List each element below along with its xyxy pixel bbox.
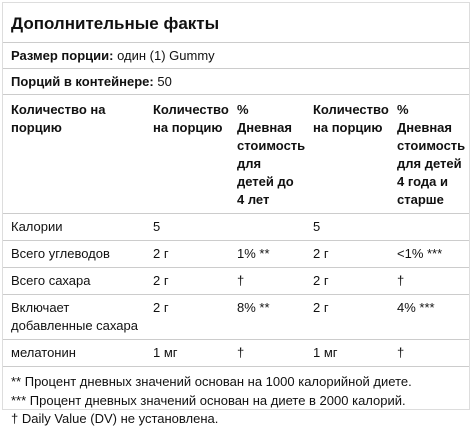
header-row: Количество на порцию Количество на порцию… xyxy=(3,95,469,214)
table-row: Всего сахара 2 г † 2 г † xyxy=(3,267,469,295)
table-row: Включает добавленные сахара 2 г 8% ** 2 г 4%… xyxy=(3,294,469,340)
table-cell: 1% ** xyxy=(229,240,305,268)
servings-per-container: Порций в контейнере: 50 xyxy=(3,69,469,95)
footnote: ** Процент дневных значений основан на 1… xyxy=(11,374,412,389)
table-cell: 1 мг xyxy=(145,339,229,367)
supplement-facts: Дополнительные факты Размер порции: один… xyxy=(2,2,470,426)
table-cell: 5 xyxy=(145,213,229,241)
label: Порций в контейнере: xyxy=(11,74,154,89)
table-cell: † xyxy=(229,267,305,295)
table-cell: 4% *** xyxy=(389,294,469,340)
facts-table: Количество на порцию Количество на порцию… xyxy=(3,95,469,367)
label: Размер порции: xyxy=(11,48,114,63)
table-cell: 2 г xyxy=(145,294,229,340)
table-cell xyxy=(229,213,305,241)
table-cell: мелатонин xyxy=(3,339,145,367)
footnotes: ** Процент дневных значений основан на 1… xyxy=(3,367,469,429)
table-cell: <1% *** xyxy=(389,240,469,268)
serving-size: Размер порции: один (1) Gummy xyxy=(3,43,469,69)
table-cell: Калории xyxy=(3,213,145,241)
footnote: *** Процент дневных значений основан на … xyxy=(11,392,406,408)
table-cell: † xyxy=(229,339,305,367)
header-cell: Количество на порцию xyxy=(3,95,145,214)
table-cell: 2 г xyxy=(305,267,389,295)
value: 50 xyxy=(157,74,172,89)
table-cell: 2 г xyxy=(305,240,389,268)
table-row: мелатонин 1 мг † 1 мг † xyxy=(3,339,469,367)
table-cell: 2 г xyxy=(305,294,389,340)
header-cell: % Дневная стоимость для детей до 4 лет xyxy=(229,95,305,214)
header-cell: Количество на порцию xyxy=(305,95,389,214)
table-cell: 2 г xyxy=(145,240,229,268)
table-cell: Всего сахара xyxy=(3,267,145,295)
table-row: Калории 5 5 xyxy=(3,213,469,241)
table-row: Всего углеводов 2 г 1% ** 2 г <1% *** xyxy=(3,240,469,268)
table-cell: † xyxy=(389,267,469,295)
table-cell: 2 г xyxy=(145,267,229,295)
table-cell xyxy=(389,213,469,241)
table-cell: 1 мг xyxy=(305,339,389,367)
header-cell: % Дневная стоимость для детей 4 года и с… xyxy=(389,95,469,214)
value: один (1) Gummy xyxy=(117,48,215,63)
footnote: † Daily Value (DV) не установлена. xyxy=(11,411,219,426)
table-cell: 5 xyxy=(305,213,389,241)
table-cell: 8% ** xyxy=(229,294,305,340)
title: Дополнительные факты xyxy=(3,3,469,43)
header-cell: Количество на порцию xyxy=(145,95,229,214)
table-cell: Включает добавленные сахара xyxy=(3,294,145,340)
table-cell: † xyxy=(389,339,469,367)
table-cell: Всего углеводов xyxy=(3,240,145,268)
